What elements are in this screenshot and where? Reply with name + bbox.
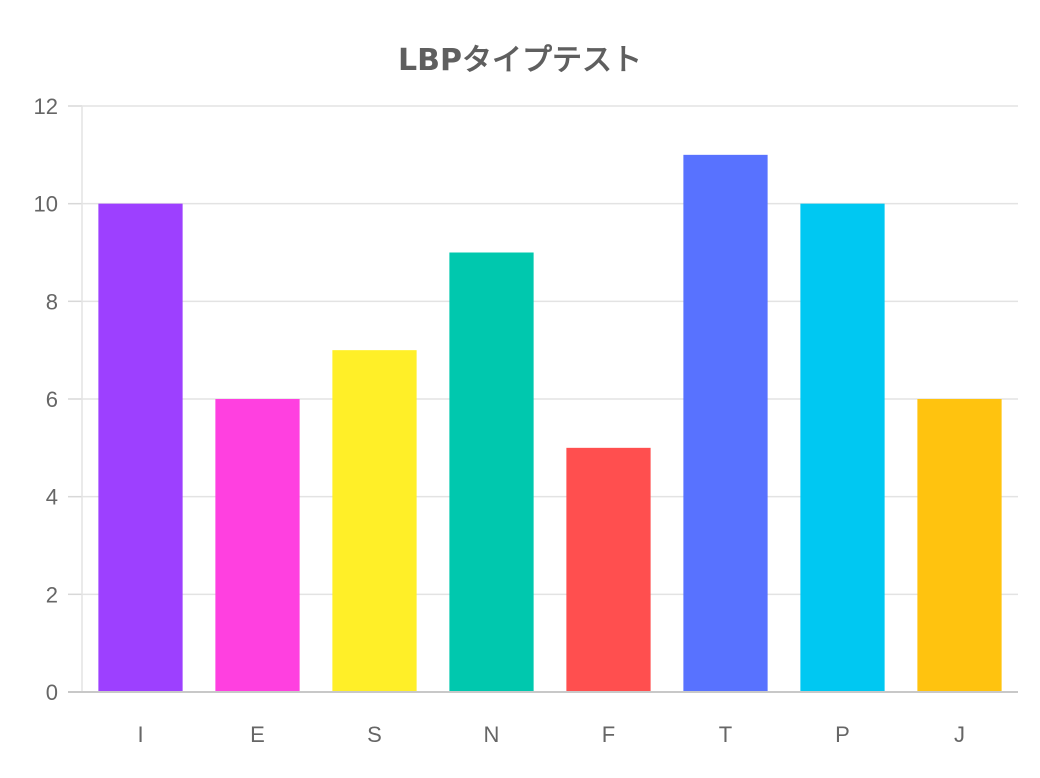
x-tick-label: F: [602, 722, 615, 747]
bar-i: [98, 203, 183, 692]
bar-e: [215, 399, 300, 692]
y-tick-label: 2: [46, 582, 58, 607]
y-tick-label: 0: [46, 680, 58, 705]
x-tick-label: S: [367, 722, 382, 747]
bar-j: [917, 399, 1002, 692]
y-tick-label: 6: [46, 387, 58, 412]
y-tick-label: 12: [34, 94, 58, 119]
x-tick-label: E: [250, 722, 265, 747]
y-tick-label: 8: [46, 289, 58, 314]
chart-title: LBPタイプテスト: [398, 43, 642, 78]
bar-p: [800, 203, 885, 692]
bar-s: [332, 350, 417, 692]
y-tick-label: 10: [34, 192, 58, 217]
x-tick-label: J: [954, 722, 965, 747]
x-tick-label: N: [484, 722, 500, 747]
bar-t: [683, 154, 768, 693]
y-tick-label: 4: [46, 485, 58, 510]
x-tick-label: P: [835, 722, 850, 747]
bar-f: [566, 447, 651, 692]
bar-n: [449, 252, 534, 692]
x-tick-label: I: [137, 722, 143, 747]
x-tick-label: T: [719, 722, 732, 747]
